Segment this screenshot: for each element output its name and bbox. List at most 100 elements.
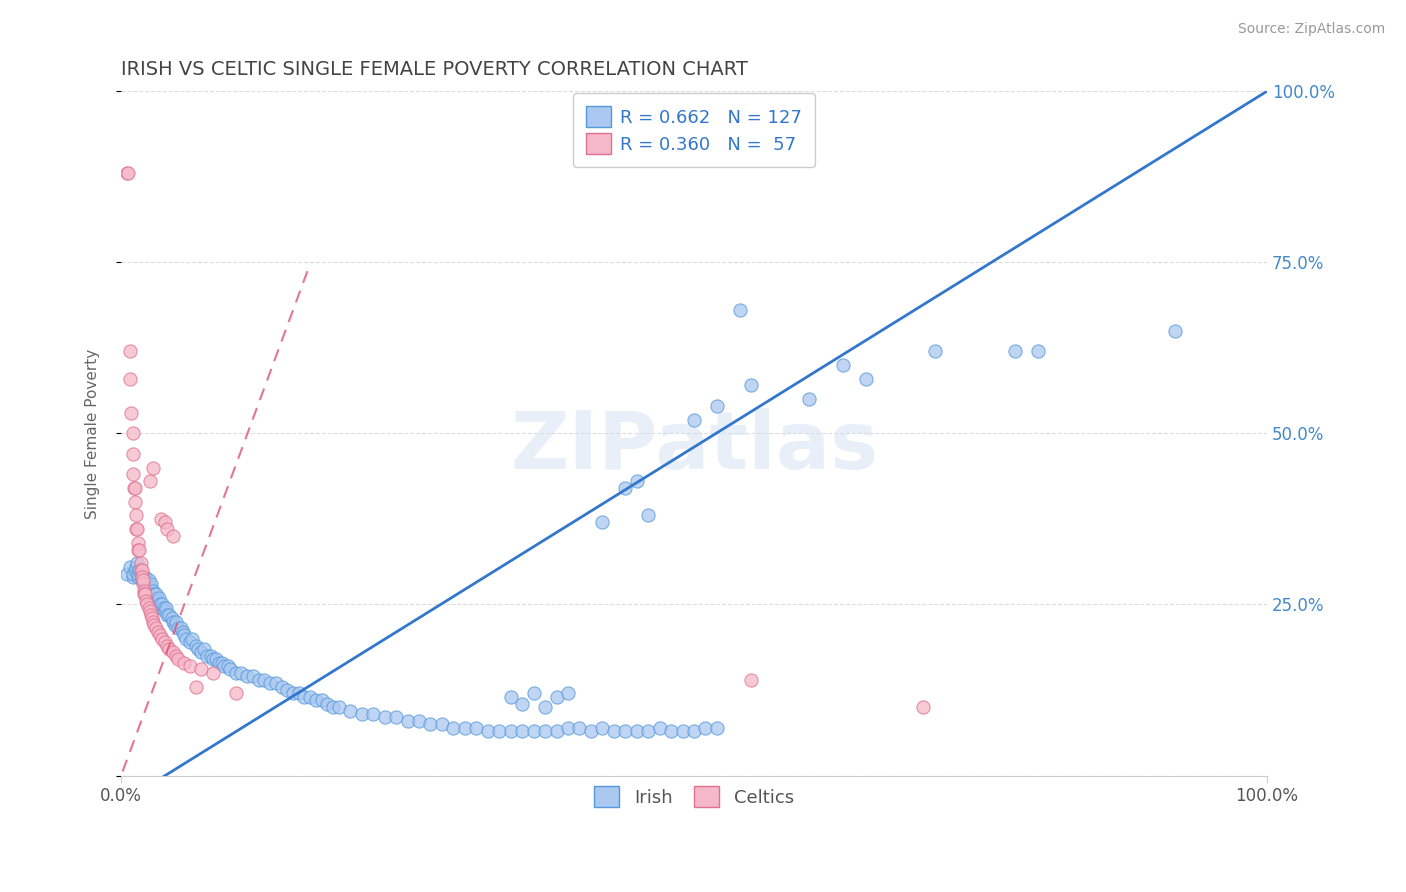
Point <box>683 413 706 427</box>
Point <box>441 721 464 735</box>
Point <box>294 690 316 704</box>
Point <box>173 628 195 642</box>
Point <box>134 587 156 601</box>
Point <box>499 690 522 704</box>
Point <box>546 690 568 704</box>
Point <box>201 665 224 680</box>
Point <box>579 724 602 739</box>
Point <box>162 529 184 543</box>
Point <box>534 700 557 714</box>
Point <box>193 641 215 656</box>
Point <box>797 392 820 407</box>
Point <box>924 344 946 359</box>
Point <box>165 648 187 663</box>
Point <box>157 641 180 656</box>
Point <box>523 686 546 700</box>
Point <box>132 570 155 584</box>
Point <box>149 628 172 642</box>
Point <box>135 580 157 594</box>
Point <box>190 645 212 659</box>
Point <box>706 721 728 735</box>
Point <box>465 721 488 735</box>
Point <box>135 594 157 608</box>
Point <box>138 600 160 615</box>
Point <box>270 680 292 694</box>
Point <box>141 611 163 625</box>
Point <box>328 700 350 714</box>
Point <box>132 577 155 591</box>
Point <box>205 652 228 666</box>
Point <box>1164 324 1187 338</box>
Point <box>153 635 176 649</box>
Point <box>124 481 146 495</box>
Point <box>156 522 179 536</box>
Point <box>148 591 170 605</box>
Point <box>146 594 169 608</box>
Point <box>129 563 152 577</box>
Point <box>139 607 162 622</box>
Point <box>591 721 613 735</box>
Point <box>212 659 235 673</box>
Point <box>132 574 155 588</box>
Point <box>121 570 143 584</box>
Point <box>131 574 153 588</box>
Point <box>179 635 201 649</box>
Point <box>170 621 193 635</box>
Point <box>316 697 339 711</box>
Point <box>568 721 591 735</box>
Point <box>150 512 173 526</box>
Point <box>184 639 207 653</box>
Point <box>706 399 728 413</box>
Point <box>153 604 176 618</box>
Point <box>385 710 408 724</box>
Point <box>740 673 762 687</box>
Point <box>671 724 693 739</box>
Legend: Irish, Celtics: Irish, Celtics <box>586 779 801 814</box>
Point <box>253 673 276 687</box>
Point <box>150 600 173 615</box>
Point <box>488 724 510 739</box>
Point <box>219 663 242 677</box>
Point <box>510 697 533 711</box>
Point <box>129 557 152 571</box>
Point <box>217 659 239 673</box>
Point <box>695 721 717 735</box>
Point <box>146 624 169 639</box>
Point <box>131 563 153 577</box>
Point <box>603 724 626 739</box>
Point <box>155 600 177 615</box>
Point <box>361 706 384 721</box>
Point <box>172 624 194 639</box>
Point <box>1026 344 1049 359</box>
Point <box>142 583 165 598</box>
Point <box>179 659 201 673</box>
Point <box>683 724 706 739</box>
Point <box>138 574 160 588</box>
Point <box>557 686 579 700</box>
Point <box>121 426 143 441</box>
Point <box>139 577 162 591</box>
Point <box>187 641 209 656</box>
Point <box>408 714 430 728</box>
Point <box>350 706 373 721</box>
Point <box>626 724 648 739</box>
Point <box>132 574 155 588</box>
Text: IRISH VS CELTIC SINGLE FEMALE POVERTY CORRELATION CHART: IRISH VS CELTIC SINGLE FEMALE POVERTY CO… <box>121 60 748 78</box>
Point <box>305 693 328 707</box>
Point <box>128 542 150 557</box>
Point <box>131 570 153 584</box>
Point <box>129 566 152 581</box>
Point <box>145 587 167 601</box>
Point <box>225 686 247 700</box>
Point <box>396 714 419 728</box>
Point <box>247 673 270 687</box>
Point <box>124 563 146 577</box>
Point <box>648 721 671 735</box>
Point <box>132 577 155 591</box>
Point <box>264 676 287 690</box>
Point <box>139 580 162 594</box>
Point <box>832 358 855 372</box>
Point <box>190 663 212 677</box>
Point <box>121 467 143 482</box>
Point <box>626 475 648 489</box>
